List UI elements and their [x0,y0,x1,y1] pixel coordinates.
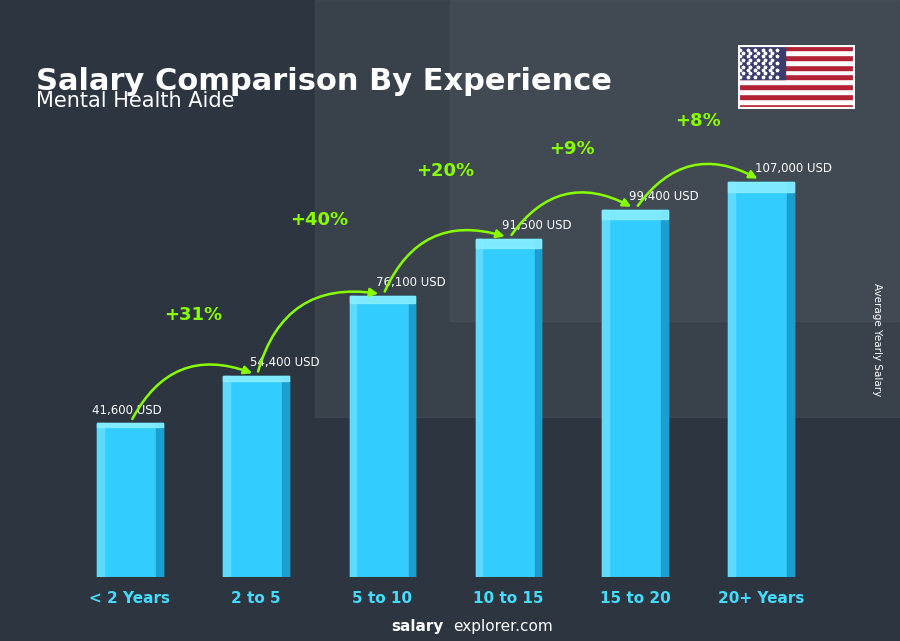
Bar [728,182,794,192]
Bar [738,50,855,54]
Bar [738,104,855,109]
Bar [728,182,794,577]
Text: 41,600 USD: 41,600 USD [92,404,162,417]
Text: 107,000 USD: 107,000 USD [755,162,832,175]
Bar [156,423,163,577]
Bar [349,296,415,577]
Text: salary: salary [392,619,444,635]
Bar [97,423,163,427]
Bar [738,94,855,99]
Text: +40%: +40% [290,212,348,229]
Bar [738,85,855,89]
Text: 91,500 USD: 91,500 USD [502,219,572,233]
Bar [602,210,668,577]
Bar [535,239,542,577]
Bar [476,239,482,577]
Bar [602,210,608,577]
Bar [738,60,855,65]
Text: explorer.com: explorer.com [453,619,553,635]
Text: +8%: +8% [675,112,721,130]
Bar [476,239,542,247]
Text: 54,400 USD: 54,400 USD [250,356,320,369]
Bar [788,182,794,577]
Bar [223,376,230,577]
Bar [738,69,855,74]
Bar [738,79,855,85]
Text: Average Yearly Salary: Average Yearly Salary [872,283,883,396]
Bar [738,45,855,50]
Bar [738,65,855,69]
Bar [409,296,415,577]
Bar [738,74,855,79]
Bar [728,182,735,577]
Bar [738,54,855,60]
Bar [349,296,415,303]
Bar [476,239,542,577]
Text: +9%: +9% [549,140,595,158]
Bar [738,45,785,79]
Text: +20%: +20% [417,162,474,180]
Bar [315,0,900,417]
Bar [223,376,289,577]
Bar [450,0,900,320]
Bar [97,423,104,577]
Text: +31%: +31% [164,306,222,324]
Bar [738,89,855,94]
Bar [223,376,289,381]
Text: 99,400 USD: 99,400 USD [628,190,698,203]
Bar [738,99,855,104]
Bar [283,376,289,577]
Text: 76,100 USD: 76,100 USD [376,276,446,289]
Bar [97,423,163,577]
Text: Mental Health Aide: Mental Health Aide [36,91,235,111]
Text: Salary Comparison By Experience: Salary Comparison By Experience [36,67,612,96]
Bar [662,210,668,577]
Bar [349,296,356,577]
Bar [602,210,668,219]
